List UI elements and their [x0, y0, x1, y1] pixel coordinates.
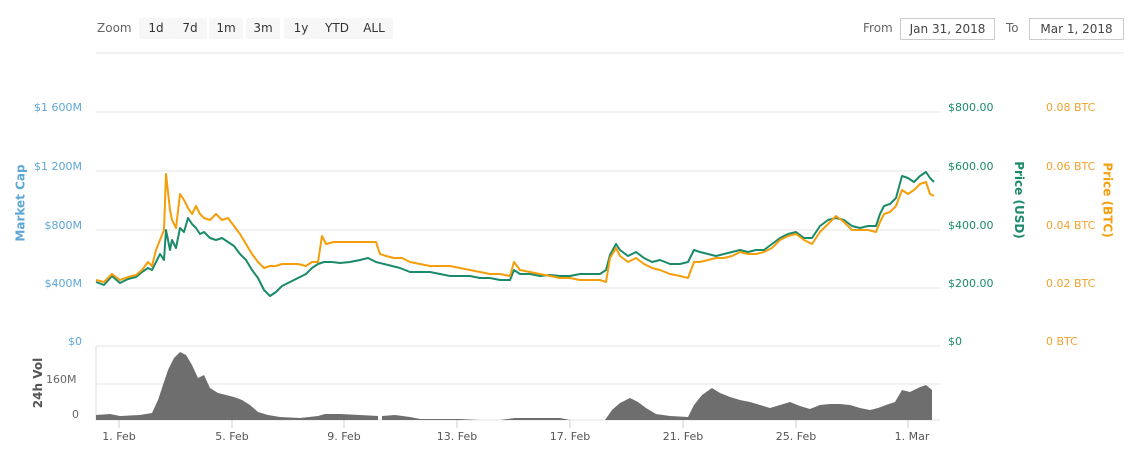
- usd-tick-200: $200.00: [948, 277, 994, 290]
- mcap-tick-400: $400M: [44, 277, 83, 290]
- zoom-all-button[interactable]: ALL: [355, 18, 393, 39]
- x-tick-feb1: 1. Feb: [102, 430, 136, 443]
- volume-axis-title: 24h Vol: [31, 357, 46, 409]
- zoom-label: Zoom: [97, 21, 132, 35]
- mcap-tick-1200: $1 200M: [34, 160, 82, 173]
- x-tick-feb17: 17. Feb: [549, 430, 591, 443]
- vol-tick-0: 0: [72, 408, 79, 421]
- usd-tick-400: $400.00: [948, 219, 994, 232]
- mcap-tick-800: $800M: [44, 219, 83, 232]
- usd-tick-600: $600.00: [948, 160, 994, 173]
- btc-tick-0: 0 BTC: [1046, 335, 1078, 348]
- from-date-input[interactable]: Jan 31, 2018: [900, 18, 995, 40]
- usd-tick-0: $0: [948, 335, 962, 348]
- zoom-1d-button[interactable]: 1d: [139, 18, 173, 39]
- zoom-7d-button[interactable]: 7d: [173, 18, 207, 39]
- x-tick-mar1: 1. Mar: [894, 430, 930, 443]
- zoom-3m-button[interactable]: 3m: [246, 18, 280, 39]
- btc-tick-004: 0.04 BTC: [1046, 219, 1096, 232]
- price-usd-axis-title: Price (USD): [1011, 161, 1026, 239]
- zoom-1m-button[interactable]: 1m: [209, 18, 243, 39]
- to-date-input[interactable]: Mar 1, 2018: [1029, 18, 1124, 40]
- volume-area: [96, 352, 932, 420]
- market-cap-axis-title: Market Cap: [13, 164, 28, 242]
- price-btc-axis-title: Price (BTC): [1100, 162, 1115, 238]
- zoom-ytd-button[interactable]: YTD: [318, 18, 356, 39]
- usd-tick-800: $800.00: [948, 101, 994, 114]
- vol-tick-160m: 160M: [46, 373, 77, 386]
- price-btc-line: [95, 173, 935, 283]
- btc-tick-008: 0.08 BTC: [1046, 101, 1096, 114]
- zoom-1y-button[interactable]: 1y: [284, 18, 318, 39]
- x-tick-feb21: 21. Feb: [662, 430, 704, 443]
- x-tick-feb5: 5. Feb: [215, 430, 249, 443]
- x-tick-feb13: 13. Feb: [436, 430, 478, 443]
- x-tick-feb25: 25. Feb: [775, 430, 817, 443]
- to-label: To: [1006, 21, 1019, 35]
- from-label: From: [863, 21, 893, 35]
- mcap-tick-0: $0: [68, 335, 82, 348]
- mcap-tick-1600: $1 600M: [34, 101, 82, 114]
- price-usd-line: [95, 171, 935, 297]
- btc-tick-002: 0.02 BTC: [1046, 277, 1096, 290]
- btc-tick-006: 0.06 BTC: [1046, 160, 1096, 173]
- x-tick-feb9: 9. Feb: [327, 430, 361, 443]
